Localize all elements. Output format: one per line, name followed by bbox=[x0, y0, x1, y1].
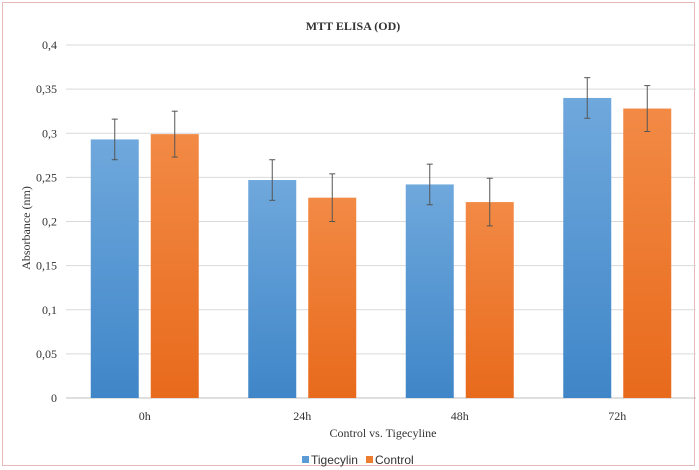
bar-control-0h bbox=[150, 134, 199, 398]
x-tick-label: 24h bbox=[293, 409, 311, 423]
x-axis-title: Control vs. Tigecyline bbox=[329, 426, 436, 440]
y-tick-label: 0,05 bbox=[36, 347, 57, 361]
legend-label-control: Control bbox=[375, 453, 414, 467]
y-axis-title: Absorbance (nm) bbox=[19, 186, 33, 270]
legend-swatch-control bbox=[366, 456, 373, 463]
bar-tigecylin-48h bbox=[405, 184, 454, 398]
bar-tigecylin-0h bbox=[90, 139, 139, 399]
x-tick-labels: 0h 24h 48h 72h bbox=[139, 409, 627, 423]
bar-control-48h bbox=[465, 202, 514, 398]
bar-control-72h bbox=[623, 108, 672, 398]
chart-title: MTT ELISA (OD) bbox=[306, 19, 400, 33]
bars bbox=[90, 97, 672, 399]
legend-label-tigecylin: Tigecylin bbox=[311, 453, 358, 467]
bar-tigecylin-72h bbox=[563, 97, 612, 398]
y-tick-label: 0 bbox=[51, 391, 57, 405]
y-tick-label: 0,1 bbox=[42, 303, 57, 317]
y-tick-label: 0,35 bbox=[36, 82, 57, 96]
error-bars bbox=[111, 77, 651, 227]
x-tick-label: 72h bbox=[608, 409, 626, 423]
y-tick-label: 0,15 bbox=[36, 259, 57, 273]
bar-chart: 0 0,05 0,1 0,15 0,2 0,25 0,3 0,35 0,4 0h 24h 48h 72… bbox=[19, 19, 696, 467]
y-tick-labels: 0 0,05 0,1 0,15 0,2 0,25 0,3 0,35 0,4 bbox=[36, 38, 57, 405]
y-tick-label: 0,25 bbox=[36, 170, 57, 184]
y-tick-label: 0,2 bbox=[42, 215, 57, 229]
bar-control-24h bbox=[308, 197, 357, 398]
x-tick-label: 48h bbox=[451, 409, 469, 423]
y-tick-label: 0,4 bbox=[42, 38, 57, 52]
bar-tigecylin-24h bbox=[248, 180, 297, 398]
x-tick-label: 0h bbox=[139, 409, 151, 423]
legend: Tigecylin Control bbox=[302, 453, 414, 467]
legend-swatch-tigecylin bbox=[302, 456, 309, 463]
y-tick-label: 0,3 bbox=[42, 126, 57, 140]
